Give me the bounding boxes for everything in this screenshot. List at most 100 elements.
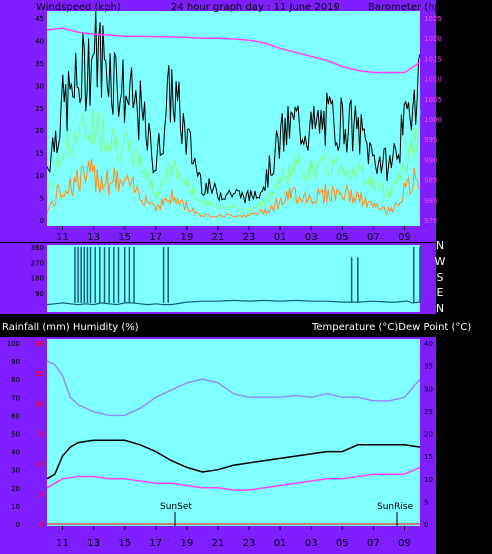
barometer-y-tick: 985	[424, 177, 437, 185]
wind-y-tick: 20	[35, 127, 44, 135]
wind-x-tick-label: 15	[118, 232, 131, 243]
rain-y-ticks: 0 5 10 15 20 25 30	[35, 340, 44, 529]
direction-y-tick: 270	[31, 259, 44, 267]
wind-x-tick-label: 19	[181, 232, 194, 243]
humidity-y-tick: 90	[11, 358, 20, 366]
compass-label: W	[435, 255, 446, 268]
wind-y-tick: 0	[40, 217, 44, 225]
temp-x-ticks: 11 13 15 17 19 21 23 01 03 05 07 09	[56, 526, 411, 549]
humidity-y-tick: 60	[11, 412, 20, 420]
sunrise-label: SunRise	[377, 502, 414, 512]
barometer-y-tick: 975	[424, 217, 437, 225]
compass-label: N	[436, 239, 444, 252]
wind-average-line	[46, 108, 421, 213]
humidity-y-tick: 0	[16, 521, 20, 529]
wind-y-tick: 40	[35, 37, 44, 45]
wind-x-tick-label: 07	[367, 232, 380, 243]
wind-minimum-line	[46, 158, 421, 218]
wind-x-tick-label: 11	[56, 232, 69, 243]
rain-y-tick: 5	[40, 491, 44, 499]
humidity-y-tick: 40	[11, 449, 20, 457]
windspeed-axis-label: Windspeed (kph)	[36, 2, 121, 13]
humidity-y-tick: 10	[11, 503, 20, 511]
temp-x-tick-label: 15	[118, 538, 131, 549]
wind-series	[46, 11, 421, 218]
barometer-y-tick: 1000	[424, 116, 442, 124]
temp-plot-area	[47, 339, 420, 526]
temperature-y-tick: 0	[424, 521, 428, 529]
direction-series	[46, 247, 421, 306]
compass-label: S	[437, 271, 444, 284]
humidity-y-tick: 30	[11, 467, 20, 475]
humidity-line	[46, 360, 421, 417]
temperature-y-tick: 35	[424, 363, 433, 371]
temp-series	[46, 360, 421, 525]
wind-gust-line	[46, 11, 421, 204]
rain-y-tick: 10	[35, 461, 44, 469]
wind-y-ticks: 0 5 10 15 20 25 30 35 40 45	[35, 15, 44, 225]
temp-x-tick-label: 13	[87, 538, 100, 549]
humidity-y-tick: 50	[11, 431, 20, 439]
temperature-y-tick: 20	[424, 431, 433, 439]
wind-x-tick-label: 01	[274, 232, 287, 243]
wind-y-tick: 10	[35, 172, 44, 180]
barometer-y-tick: 1015	[424, 55, 442, 63]
barometer-line	[46, 27, 421, 74]
direction-y-tick: 360	[31, 244, 44, 252]
wind-x-ticks: 11 13 15 17 19 21 23 01 03 05 07 09	[56, 226, 411, 243]
rain-y-tick: 0	[40, 521, 44, 529]
temp-x-tick-label: 17	[149, 538, 162, 549]
sunset-label: SunSet	[160, 502, 192, 512]
direction-y-tick: 180	[31, 275, 44, 283]
rain-y-tick: 30	[35, 340, 44, 348]
barometer-y-tick: 980	[424, 197, 437, 205]
barometer-y-ticks: 975 980 985 990 995 1000 1005 1010 1015 1020 1025	[424, 15, 442, 225]
barometer-y-tick: 1010	[424, 76, 442, 84]
temperature-y-tick: 15	[424, 453, 433, 461]
wind-y-tick: 25	[35, 105, 44, 113]
temp-x-tick-label: 03	[305, 538, 318, 549]
wind-y-tick: 35	[35, 60, 44, 68]
temp-x-tick-label: 19	[181, 538, 194, 549]
temperature-y-tick: 40	[424, 340, 433, 348]
barometer-y-tick: 1020	[424, 35, 442, 43]
temp-x-tick-label: 01	[274, 538, 287, 549]
humidity-y-tick: 80	[11, 376, 20, 384]
humidity-y-tick: 100	[7, 340, 20, 348]
rain-humidity-axis-label: Rainfall (mm) Humidity (%)	[2, 322, 139, 333]
direction-y-ticks: 360 270 180 90	[31, 244, 44, 298]
temp-x-tick-label: 09	[398, 538, 411, 549]
barometer-axis-label: Barometer (hpa)	[368, 2, 451, 13]
direction-y-tick: 90	[35, 290, 44, 298]
direction-line	[46, 299, 421, 306]
barometer-y-tick: 1025	[424, 15, 442, 23]
wind-x-tick-label: 23	[243, 232, 256, 243]
wind-y-tick: 15	[35, 150, 44, 158]
wind-x-tick-label: 05	[336, 232, 349, 243]
wind-x-tick-label: 13	[87, 232, 100, 243]
wind-y-tick: 45	[35, 15, 44, 23]
barometer-y-tick: 990	[424, 156, 437, 164]
temp-dewpoint-axis-label: Temperature (°C)Dew Point (°C)	[311, 322, 471, 333]
chart-title: 24 hour graph day : 11 June 2019	[171, 2, 340, 13]
temp-x-tick-label: 07	[367, 538, 380, 549]
wind-x-tick-label: 17	[149, 232, 162, 243]
compass-label: E	[437, 286, 444, 299]
temp-x-tick-label: 23	[243, 538, 256, 549]
temperature-line	[46, 439, 421, 480]
wind-y-tick: 5	[40, 195, 44, 203]
humidity-y-tick: 70	[11, 394, 20, 402]
humidity-y-tick: 20	[11, 485, 20, 493]
rain-y-tick: 15	[35, 431, 44, 439]
temperature-y-tick: 5	[424, 498, 428, 506]
temp-x-tick-label: 11	[56, 538, 69, 549]
temperature-y-ticks: 0 5 10 15 20 25 30 35 40	[424, 340, 433, 529]
wind-x-tick-label: 09	[398, 232, 411, 243]
wind-x-tick-label: 21	[212, 232, 225, 243]
temp-x-tick-label: 21	[212, 538, 225, 549]
compass-label: N	[436, 302, 444, 315]
dew-point-line	[46, 466, 421, 491]
